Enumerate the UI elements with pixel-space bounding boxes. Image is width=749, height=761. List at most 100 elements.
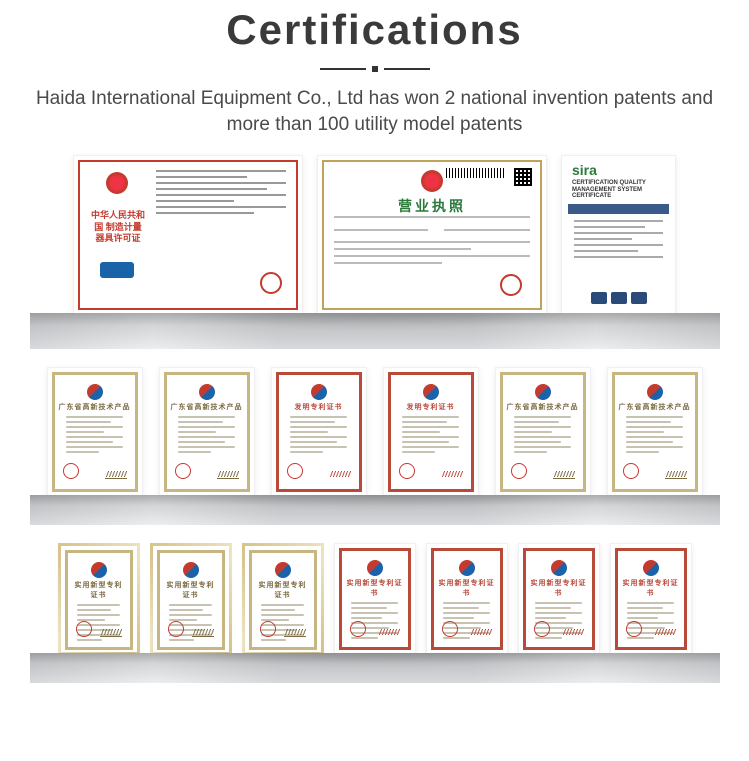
patent-title: 广东省高新技术产品 xyxy=(171,402,243,412)
divider-line-left xyxy=(320,68,366,70)
sira-header-bar xyxy=(568,204,669,214)
patent-emblem-icon xyxy=(459,560,475,576)
red-seal-icon xyxy=(500,274,522,296)
signature-icon xyxy=(562,629,584,637)
accreditation-logo-icon xyxy=(631,292,647,304)
page-title: Certifications xyxy=(0,6,749,54)
cert-patent: 发明专利证书 xyxy=(383,367,479,497)
patent-emblem-icon xyxy=(643,560,659,576)
patent-title: 广东省高新技术产品 xyxy=(619,402,691,412)
patent-title: 实用新型专利证书 xyxy=(164,580,218,600)
red-seal-icon xyxy=(626,621,642,637)
red-seal-icon xyxy=(260,272,282,294)
red-seal-icon xyxy=(168,621,184,637)
signature-icon xyxy=(470,629,492,637)
signature-icon xyxy=(217,471,239,479)
patent-emblem-icon xyxy=(535,384,551,400)
cert-business-license: 营业执照 xyxy=(317,155,547,315)
red-seal-icon xyxy=(260,621,276,637)
patent-emblem-icon xyxy=(647,384,663,400)
title-divider xyxy=(0,66,749,72)
patent-title: 发明专利证书 xyxy=(407,402,455,412)
patent-emblem-icon xyxy=(199,384,215,400)
red-seal-icon xyxy=(511,463,527,479)
cert-patent: 广东省高新技术产品 xyxy=(47,367,143,497)
sira-logo-text: sira xyxy=(568,162,669,178)
license-fields xyxy=(334,216,530,269)
shelf-row-1: 中华人民共和国 制造计量器具许可证 营业执照 xyxy=(30,155,720,349)
cert-patent: 广东省高新技术产品 xyxy=(495,367,591,497)
sira-body-text xyxy=(568,214,669,268)
signature-icon xyxy=(441,471,463,479)
cert-sira-iso: sira CERTIFICATION QUALITY MANAGEMENT SY… xyxy=(561,155,676,315)
red-seal-icon xyxy=(623,463,639,479)
mc-badge-icon xyxy=(100,262,134,278)
red-seal-icon xyxy=(175,463,191,479)
patent-emblem-icon xyxy=(367,560,383,576)
cert-patent: 广东省高新技术产品 xyxy=(159,367,255,497)
patent-title: 广东省高新技术产品 xyxy=(507,402,579,412)
cert-patent: 实用新型专利证书 xyxy=(334,543,416,655)
sira-accreditation-logos xyxy=(568,288,669,308)
cert-patent: 实用新型专利证书 xyxy=(518,543,600,655)
gold-frame: 实用新型专利证书 xyxy=(150,543,232,655)
gold-frame: 实用新型专利证书 xyxy=(58,543,140,655)
cert-patent: 广东省高新技术产品 xyxy=(607,367,703,497)
page-subtitle: Haida International Equipment Co., Ltd h… xyxy=(0,86,749,137)
signature-icon xyxy=(284,629,306,637)
patent-title: 广东省高新技术产品 xyxy=(59,402,131,412)
patent-title: 实用新型专利证书 xyxy=(72,580,126,600)
license-cn-title: 中华人民共和国 制造计量器具许可证 xyxy=(90,210,146,244)
cert-patent: 实用新型专利证书 xyxy=(245,546,321,652)
divider-line-right xyxy=(384,68,430,70)
patent-emblem-icon xyxy=(311,384,327,400)
row-3: 实用新型专利证书 实用新型专利证书 xyxy=(30,543,720,655)
patent-emblem-icon xyxy=(87,384,103,400)
patent-title: 实用新型专利证书 xyxy=(438,578,496,598)
signature-icon xyxy=(105,471,127,479)
patent-emblem-icon xyxy=(275,562,291,578)
divider-dot xyxy=(372,66,378,72)
barcode-icon xyxy=(446,168,506,178)
business-license-title: 营业执照 xyxy=(398,196,466,216)
cert-patent: 实用新型专利证书 xyxy=(610,543,692,655)
shelf-row-2: 广东省高新技术产品 广东省高新技术产品 xyxy=(30,367,720,525)
license-text-block xyxy=(156,170,286,218)
row-2: 广东省高新技术产品 广东省高新技术产品 xyxy=(30,367,720,497)
patent-title: 实用新型专利证书 xyxy=(256,580,310,600)
sira-subtitle: CERTIFICATION QUALITY MANAGEMENT SYSTEM … xyxy=(568,180,669,200)
gold-frame: 实用新型专利证书 xyxy=(242,543,324,655)
qr-code-icon xyxy=(514,168,532,186)
patent-title: 实用新型专利证书 xyxy=(622,578,680,598)
signature-icon xyxy=(553,471,575,479)
cert-patent: 实用新型专利证书 xyxy=(426,543,508,655)
cert-patent: 实用新型专利证书 xyxy=(153,546,229,652)
shelf-surface xyxy=(30,313,720,349)
national-emblem-icon xyxy=(421,170,443,192)
red-seal-icon xyxy=(287,463,303,479)
cert-patent: 实用新型专利证书 xyxy=(61,546,137,652)
patent-title: 实用新型专利证书 xyxy=(530,578,588,598)
red-seal-icon xyxy=(399,463,415,479)
red-seal-icon xyxy=(534,621,550,637)
shelf-row-3: 实用新型专利证书 实用新型专利证书 xyxy=(30,543,720,683)
cert-manufacturing-license: 中华人民共和国 制造计量器具许可证 xyxy=(73,155,303,315)
national-emblem-icon xyxy=(106,172,128,194)
signature-icon xyxy=(654,629,676,637)
patent-title: 实用新型专利证书 xyxy=(346,578,404,598)
patent-emblem-icon xyxy=(91,562,107,578)
patent-emblem-icon xyxy=(551,560,567,576)
red-seal-icon xyxy=(442,621,458,637)
red-seal-icon xyxy=(76,621,92,637)
shelf-surface xyxy=(30,653,720,683)
patent-emblem-icon xyxy=(183,562,199,578)
accreditation-logo-icon xyxy=(611,292,627,304)
signature-icon xyxy=(378,629,400,637)
accreditation-logo-icon xyxy=(591,292,607,304)
red-seal-icon xyxy=(350,621,366,637)
cert-patent: 发明专利证书 xyxy=(271,367,367,497)
patent-title: 发明专利证书 xyxy=(295,402,343,412)
signature-icon xyxy=(329,471,351,479)
patent-emblem-icon xyxy=(423,384,439,400)
signature-icon xyxy=(665,471,687,479)
